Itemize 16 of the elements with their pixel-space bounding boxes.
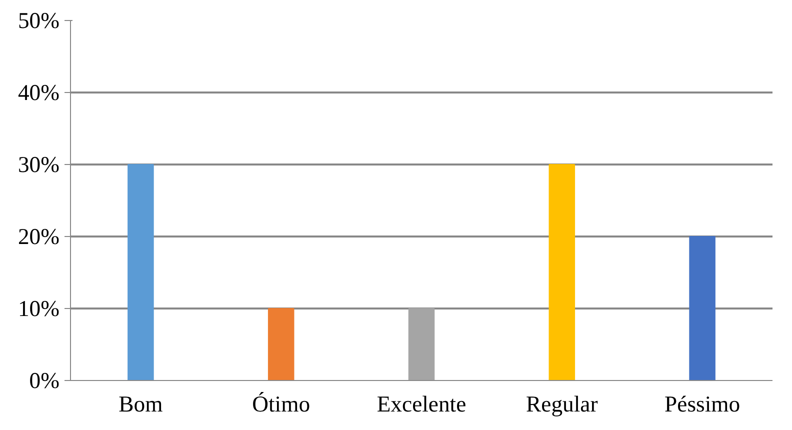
y-tick-label: 0% xyxy=(29,368,60,393)
bar xyxy=(548,164,576,380)
x-tick-label: Ótimo xyxy=(252,392,310,416)
y-tick-label: 30% xyxy=(18,152,60,177)
bar xyxy=(689,236,716,380)
bar xyxy=(408,308,435,380)
y-tick-label: 20% xyxy=(18,224,60,249)
x-tick-label: Regular xyxy=(526,392,598,416)
y-tick-label: 40% xyxy=(18,80,60,105)
x-tick-label: Péssimo xyxy=(664,392,740,416)
bar xyxy=(268,308,294,380)
y-tick-label: 50% xyxy=(18,8,60,33)
x-tick-label: Excelente xyxy=(376,392,466,416)
y-tick-label: 10% xyxy=(18,296,60,321)
x-tick-label: Bom xyxy=(118,392,164,416)
bar xyxy=(128,164,154,380)
